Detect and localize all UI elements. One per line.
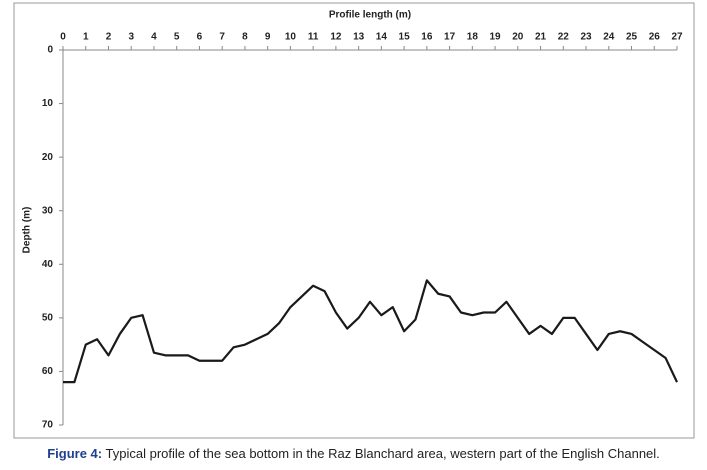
x-tick-label: 3 (128, 32, 134, 43)
x-tick-label: 5 (174, 32, 180, 43)
x-axis-title: Profile length (m) (329, 10, 411, 21)
x-tick-label: 17 (444, 32, 456, 43)
x-tick-label: 15 (399, 32, 411, 43)
x-tick-label: 10 (285, 32, 297, 43)
x-tick-label: 23 (580, 32, 592, 43)
profile-line (63, 279, 678, 384)
x-tick-label: 20 (512, 32, 524, 43)
x-tick-label: 8 (242, 32, 248, 43)
x-tick-label: 14 (376, 32, 388, 43)
x-tick-label: 12 (330, 32, 342, 43)
x-tick-label: 6 (197, 32, 203, 43)
caption-label: Figure 4: (47, 446, 103, 461)
x-tick-label: 16 (421, 32, 433, 43)
chart-border (13, 2, 695, 439)
y-tick-label: 10 (42, 98, 54, 109)
y-tick-label: 20 (42, 152, 54, 163)
y-tick-label: 50 (42, 312, 54, 323)
x-tick-label: 2 (106, 32, 112, 43)
x-tick-label: 4 (151, 32, 157, 43)
caption-text: Typical profile of the sea bottom in the… (105, 446, 660, 461)
x-tick-label: 26 (649, 32, 661, 43)
y-tick-label: 70 (42, 420, 54, 431)
x-tick-label: 18 (467, 32, 479, 43)
x-tick-label: 19 (490, 32, 502, 43)
y-tick-label: 30 (42, 205, 54, 216)
y-tick-label: 40 (42, 259, 54, 270)
x-tick-label: 0 (60, 32, 66, 43)
x-tick-label: 25 (626, 32, 638, 43)
x-tick-label: 9 (265, 32, 271, 43)
y-axis-title: Depth (m) (22, 207, 33, 254)
y-tick-label: 60 (42, 366, 54, 377)
caption: Figure 4: Typical profile of the sea bot… (0, 446, 707, 461)
y-tick-label: 0 (47, 45, 53, 56)
x-tick-label: 22 (558, 32, 570, 43)
x-tick-label: 7 (219, 32, 225, 43)
x-tick-label: 1 (83, 32, 89, 43)
x-tick-label: 11 (308, 32, 319, 43)
x-tick-label: 21 (535, 32, 547, 43)
x-tick-label: 27 (671, 32, 683, 43)
x-tick-label: 24 (603, 32, 615, 43)
x-tick-label: 13 (353, 32, 365, 43)
